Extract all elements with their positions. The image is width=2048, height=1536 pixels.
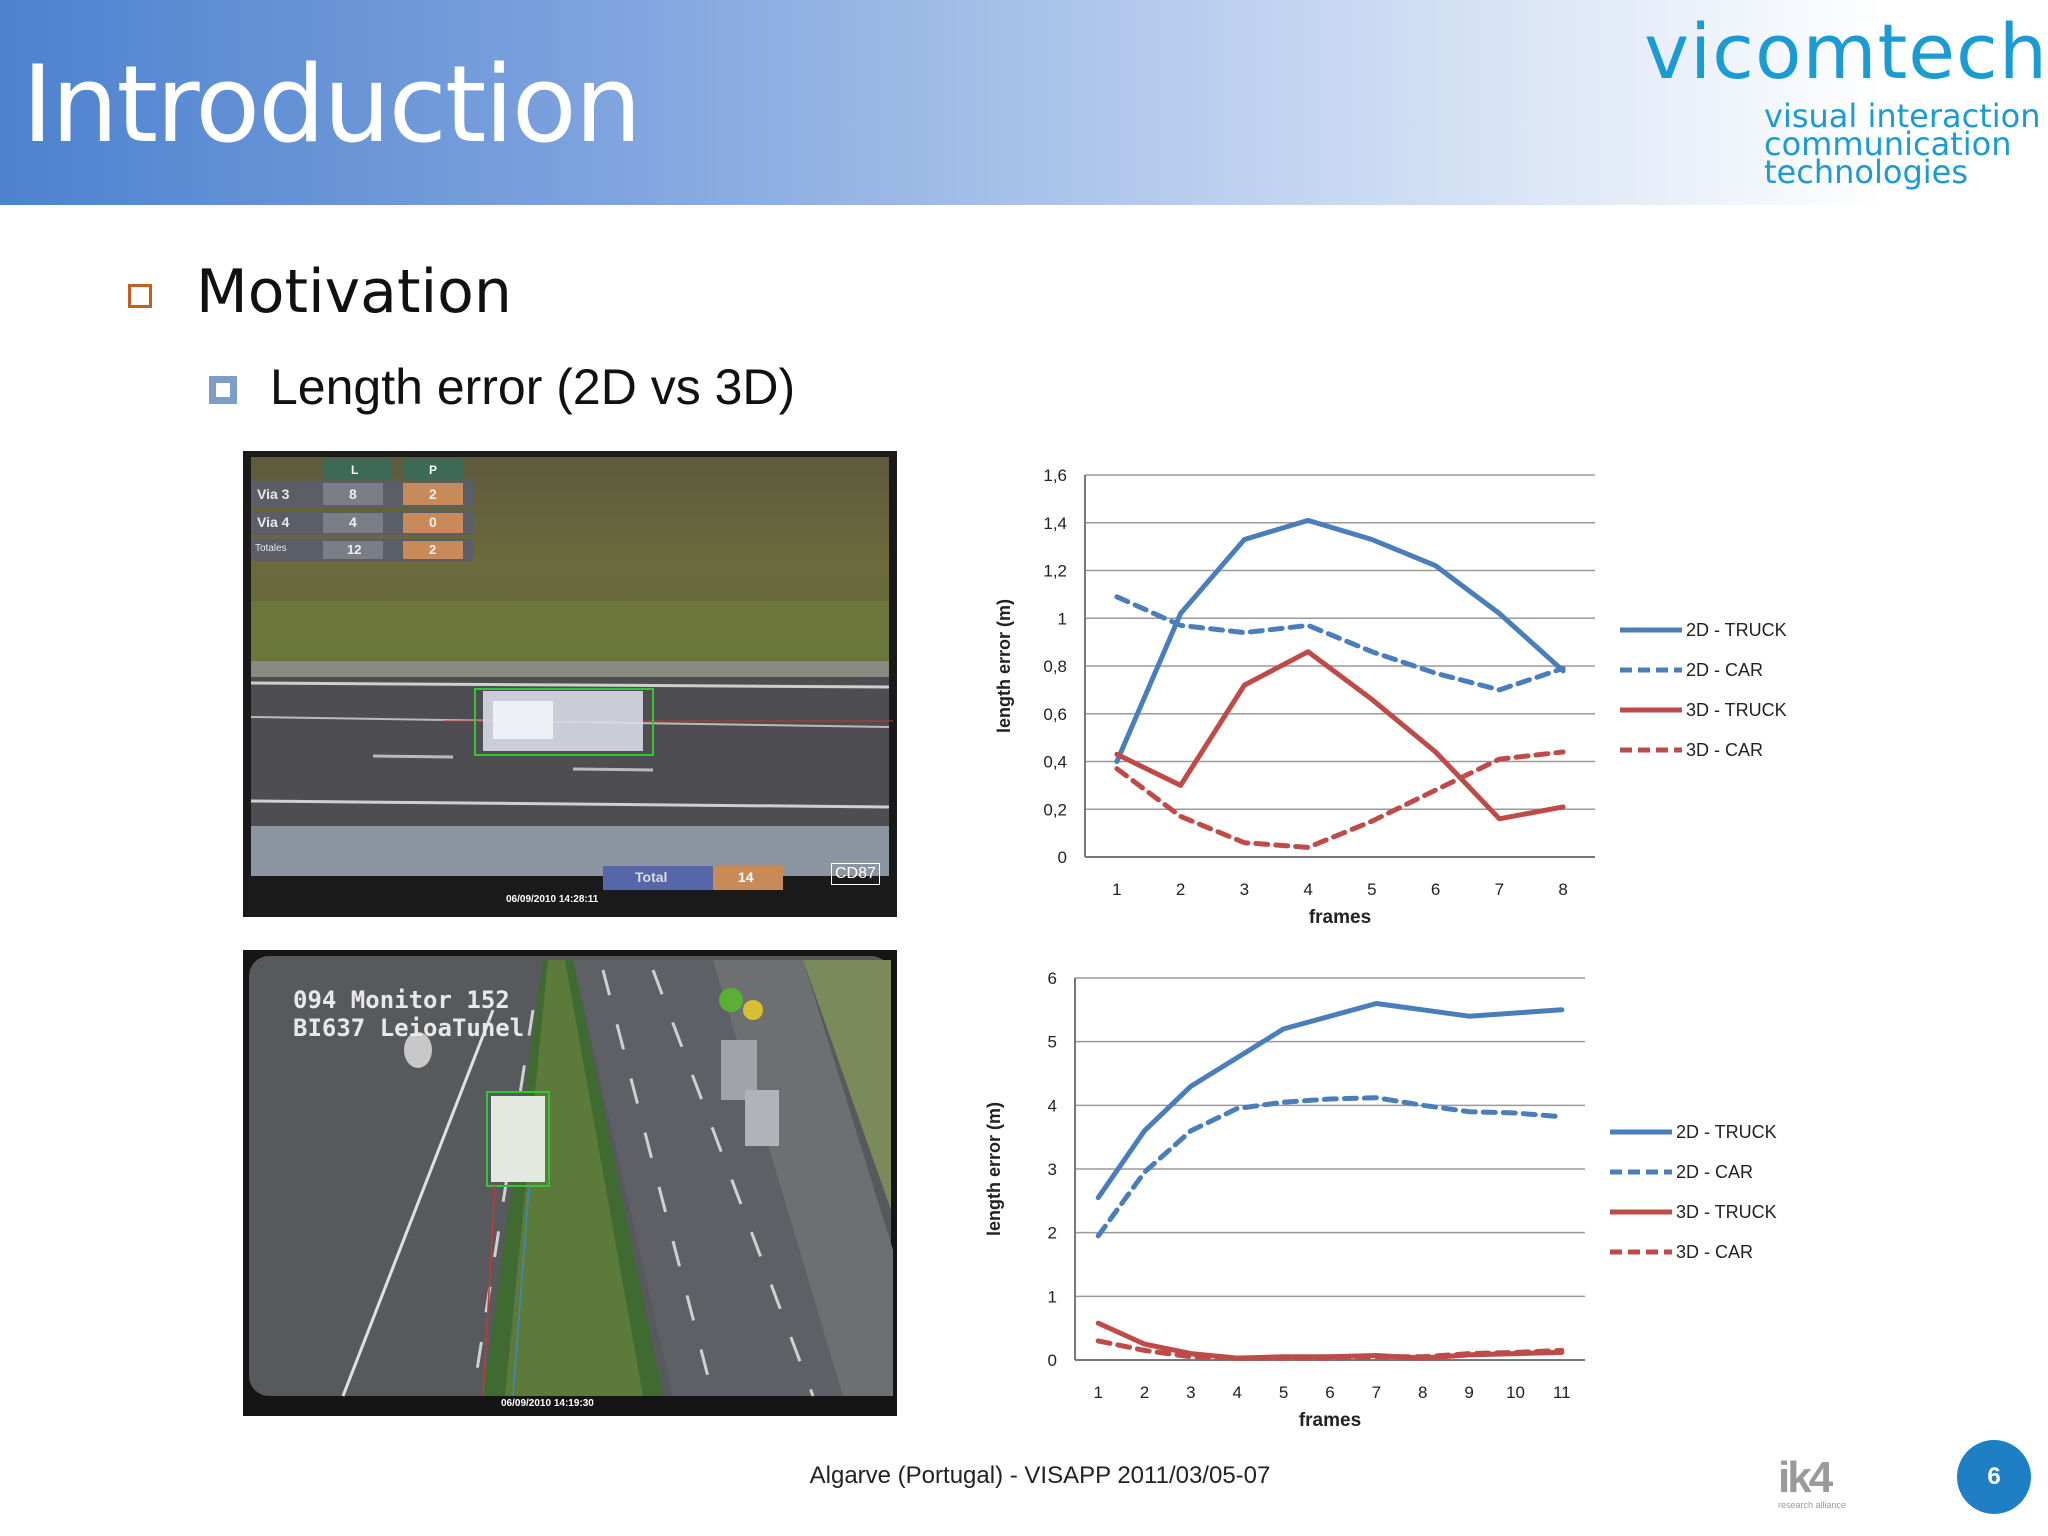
y-tick-label: 1 [1048,1287,1057,1306]
length-error-chart-1: 0 0,2 0,4 0,6 0,8 1 1,2 1,4 1,6 1 2 3 4 5 6 7 8 frames len… [994,466,1787,928]
traffic-scene-2 [243,950,897,1416]
length-error-chart-2: 0 1 2 3 4 5 6 1 2 3 4 5 6 7 8 9 10 11 frames length error (… [984,969,1777,1431]
photo-total-value: 14 [738,869,754,885]
y-tick-label: 0,4 [1043,753,1067,772]
table-cell: 8 [349,486,357,502]
vicomtech-logo: vicomtech visual interaction communicati… [1644,14,2048,194]
x-tick-label: 1 [1093,1383,1102,1402]
x-tick-label: 7 [1372,1383,1381,1402]
photo-overlay-line2: BI637 LeioaTunel [293,1014,525,1042]
y-tick-label: 3 [1048,1160,1057,1179]
legend-label: 2D - CAR [1676,1162,1753,1182]
legend-label: 3D - TRUCK [1676,1202,1777,1222]
legend-label: 3D - CAR [1676,1242,1753,1262]
logo-name: vicomtech [1644,7,2048,96]
x-tick-label: 10 [1506,1383,1525,1402]
y-tick-label: 1,6 [1043,466,1067,485]
series-line [1095,1338,1565,1361]
x-tick-label: 3 [1186,1383,1195,1402]
x-tick-label: 6 [1325,1383,1334,1402]
table-cell: 12 [347,542,362,557]
photo-timestamp: 06/09/2010 14:19:30 [501,1398,594,1409]
x-tick-label: 8 [1558,880,1567,899]
slide-title: Introduction [22,43,642,166]
x-tick-label: 5 [1367,880,1376,899]
sub-bullet-length-error: Length error (2D vs 3D) [270,359,796,415]
legend-label: 2D - TRUCK [1686,620,1787,640]
sub-bullet-square-icon [209,376,237,404]
y-tick-label: 4 [1048,1096,1057,1115]
legend-label: 3D - TRUCK [1686,700,1787,720]
x-axis-label: frames [1309,907,1371,928]
y-tick-label: 2 [1048,1224,1057,1243]
x-tick-label: 4 [1303,880,1312,899]
traffic-camera-photo-1: L P Via 3 8 2 Via 4 4 0 Totales 12 2 Tot… [243,451,897,917]
logo-tagline-1: visual interaction [1764,97,2041,135]
y-tick-label: 0,6 [1043,705,1067,724]
logo-tagline-3: technologies [1764,153,1968,191]
series-line [1114,649,1566,822]
x-axis-label: frames [1299,1410,1361,1431]
photo-total-label: Total [635,869,668,885]
logo-tagline-2: communication [1764,125,2012,163]
photo-timestamp: 06/09/2010 14:28:11 [506,894,599,905]
ik4-logo-text: ik4 [1778,1453,1833,1502]
table-header-l: L [351,463,359,477]
y-tick-label: 1,4 [1043,514,1067,533]
x-tick-label: 11 [1553,1383,1571,1402]
table-cell: 4 [349,514,357,530]
x-tick-label: 7 [1495,880,1504,899]
y-tick-label: 0,8 [1043,657,1067,676]
table-row-label: Totales [255,543,287,554]
table-cell: 2 [429,542,437,557]
photo-camera-id: CD87 [831,863,880,885]
table-cell: 2 [429,486,437,502]
y-tick-label: 0 [1058,848,1067,867]
bullet-motivation: Motivation [196,257,512,327]
y-tick-label: 1 [1058,609,1067,628]
x-tick-label: 9 [1464,1383,1473,1402]
y-tick-label: 5 [1048,1033,1057,1052]
table-header-p: P [429,463,438,477]
y-tick-label: 0 [1048,1351,1057,1370]
photo-overlay-line1: 094 Monitor 152 [293,986,510,1014]
ik4-logo-sub: research alliance [1778,1500,1847,1510]
y-axis-label: length error (m) [984,1102,1004,1236]
y-axis-label: length error (m) [994,599,1014,733]
x-tick-label: 8 [1418,1383,1427,1402]
table-cell: 0 [429,514,437,530]
series-line [1114,594,1566,693]
x-tick-label: 1 [1112,880,1121,899]
x-tick-label: 3 [1240,880,1249,899]
traffic-scene-1 [243,451,897,917]
series-line [1095,1001,1565,1201]
legend-label: 2D - TRUCK [1676,1122,1777,1142]
bullet-square-icon [128,284,152,308]
x-tick-label: 2 [1176,880,1185,899]
y-tick-label: 0,2 [1043,800,1067,819]
y-tick-label: 1,2 [1043,562,1067,581]
y-tick-label: 6 [1048,969,1057,988]
slide-header: Introduction [0,0,2048,205]
legend-label: 2D - CAR [1686,660,1763,680]
x-tick-label: 5 [1279,1383,1288,1402]
table-row-label: Via 4 [257,514,290,530]
series-line [1095,1095,1565,1239]
table-row-label: Via 3 [257,486,290,502]
footer-text: Algarve (Portugal) - VISAPP 2011/03/05-0… [809,1462,1271,1489]
x-tick-label: 6 [1431,880,1440,899]
series-line [1114,749,1566,850]
x-tick-label: 2 [1140,1383,1149,1402]
series-line [1114,517,1566,764]
traffic-camera-photo-2: 094 Monitor 152 BI637 LeioaTunel 06/09/2… [243,950,897,1416]
ik4-logo: ik4 research alliance [1778,1456,1882,1512]
page-number: 6 [1957,1440,2031,1514]
legend-label: 3D - CAR [1686,740,1763,760]
x-tick-label: 4 [1233,1383,1242,1402]
